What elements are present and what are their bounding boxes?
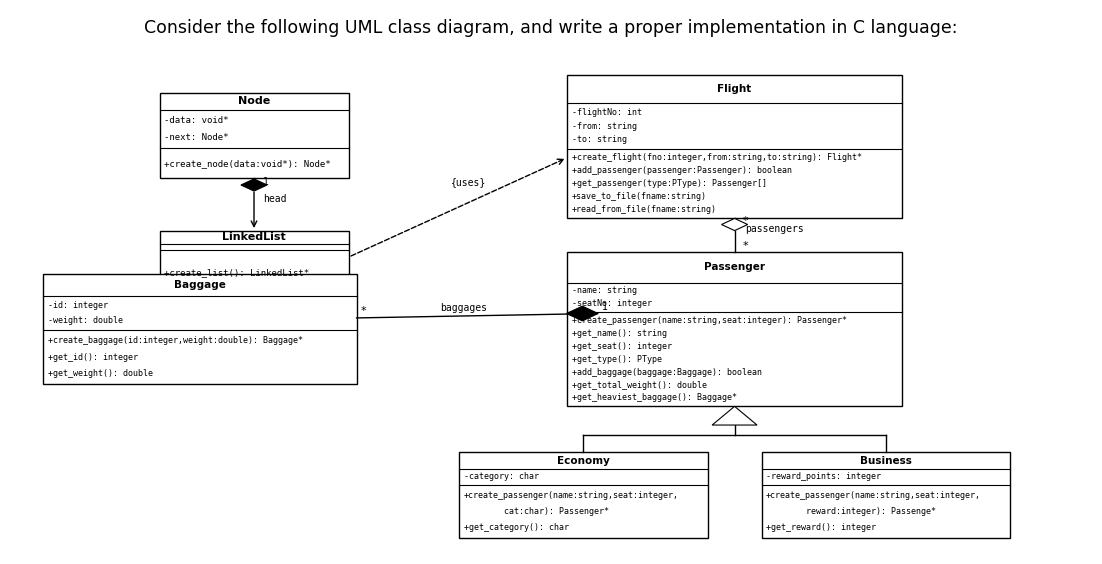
Text: +get_total_weight(): double: +get_total_weight(): double bbox=[572, 381, 706, 390]
Text: -id: integer: -id: integer bbox=[47, 301, 108, 310]
Text: +create_baggage(id:integer,weight:double): Baggage*: +create_baggage(id:integer,weight:double… bbox=[47, 336, 303, 345]
Text: -seatNo: integer: -seatNo: integer bbox=[572, 299, 651, 308]
Text: +add_passenger(passenger:Passenger): boolean: +add_passenger(passenger:Passenger): boo… bbox=[572, 166, 791, 175]
Text: {uses}: {uses} bbox=[451, 178, 486, 187]
Polygon shape bbox=[241, 179, 267, 191]
Text: +create_passenger(name:string,seat:integer,: +create_passenger(name:string,seat:integ… bbox=[464, 491, 679, 500]
Text: +get_seat(): integer: +get_seat(): integer bbox=[572, 342, 671, 351]
Text: -category: char: -category: char bbox=[464, 473, 539, 482]
Text: +get_type(): PType: +get_type(): PType bbox=[572, 355, 661, 364]
Polygon shape bbox=[712, 406, 757, 425]
Text: Business: Business bbox=[860, 456, 911, 465]
Text: -to: string: -to: string bbox=[572, 135, 627, 144]
Text: +create_list(): LinkedList*: +create_list(): LinkedList* bbox=[164, 268, 309, 277]
Bar bbox=[160, 231, 348, 294]
Text: +get_heaviest_baggage(): Baggage*: +get_heaviest_baggage(): Baggage* bbox=[572, 394, 736, 403]
Text: Passenger: Passenger bbox=[704, 262, 765, 272]
Text: -flightNo: int: -flightNo: int bbox=[572, 108, 641, 117]
Text: +get_reward(): integer: +get_reward(): integer bbox=[766, 523, 876, 532]
Bar bbox=[160, 92, 348, 178]
Text: +get_weight(): double: +get_weight(): double bbox=[47, 369, 153, 378]
Text: Baggage: Baggage bbox=[174, 280, 226, 290]
Polygon shape bbox=[566, 306, 598, 321]
Text: +save_to_file(fname:string): +save_to_file(fname:string) bbox=[572, 192, 706, 201]
Text: 1: 1 bbox=[262, 177, 269, 187]
Text: Flight: Flight bbox=[717, 84, 752, 94]
Text: -data: void*: -data: void* bbox=[164, 116, 228, 125]
Text: Consider the following UML class diagram, and write a proper implementation in C: Consider the following UML class diagram… bbox=[144, 19, 958, 37]
Text: reward:integer): Passenge*: reward:integer): Passenge* bbox=[766, 506, 936, 515]
Text: -weight: double: -weight: double bbox=[47, 316, 122, 325]
Text: -next: Node*: -next: Node* bbox=[164, 133, 228, 142]
Text: +create_node(data:void*): Node*: +create_node(data:void*): Node* bbox=[164, 158, 331, 168]
Text: +create_passenger(name:string,seat:integer,: +create_passenger(name:string,seat:integ… bbox=[766, 491, 981, 500]
Bar bbox=[460, 452, 707, 537]
Bar bbox=[761, 452, 1009, 537]
Text: Node: Node bbox=[238, 96, 270, 106]
Text: +add_baggage(baggage:Baggage): boolean: +add_baggage(baggage:Baggage): boolean bbox=[572, 368, 761, 377]
Text: *: * bbox=[361, 306, 367, 316]
Bar bbox=[43, 274, 357, 384]
Text: +create_flight(fno:integer,from:string,to:string): Flight*: +create_flight(fno:integer,from:string,t… bbox=[572, 153, 862, 162]
Bar bbox=[568, 252, 901, 406]
Text: LinkedList: LinkedList bbox=[223, 232, 285, 242]
Text: -reward_points: integer: -reward_points: integer bbox=[766, 473, 880, 482]
Text: -name: string: -name: string bbox=[572, 287, 637, 296]
Text: cat:char): Passenger*: cat:char): Passenger* bbox=[464, 506, 608, 515]
Text: 1: 1 bbox=[602, 302, 607, 312]
Text: +get_passenger(type:PType): Passenger[]: +get_passenger(type:PType): Passenger[] bbox=[572, 179, 767, 188]
Text: *: * bbox=[742, 241, 748, 251]
Text: Economy: Economy bbox=[557, 456, 609, 465]
Text: +read_from_file(fname:string): +read_from_file(fname:string) bbox=[572, 205, 716, 214]
Text: passengers: passengers bbox=[745, 224, 804, 235]
Text: -from: string: -from: string bbox=[572, 122, 637, 131]
Text: baggages: baggages bbox=[441, 303, 487, 313]
Bar bbox=[568, 75, 901, 218]
Text: +get_category(): char: +get_category(): char bbox=[464, 523, 569, 532]
Text: +create_passenger(name:string,seat:integer): Passenger*: +create_passenger(name:string,seat:integ… bbox=[572, 316, 846, 325]
Text: head: head bbox=[262, 194, 287, 204]
Text: +get_id(): integer: +get_id(): integer bbox=[47, 352, 138, 362]
Text: +get_name(): string: +get_name(): string bbox=[572, 329, 667, 338]
Polygon shape bbox=[722, 218, 747, 231]
Text: *: * bbox=[742, 216, 748, 226]
